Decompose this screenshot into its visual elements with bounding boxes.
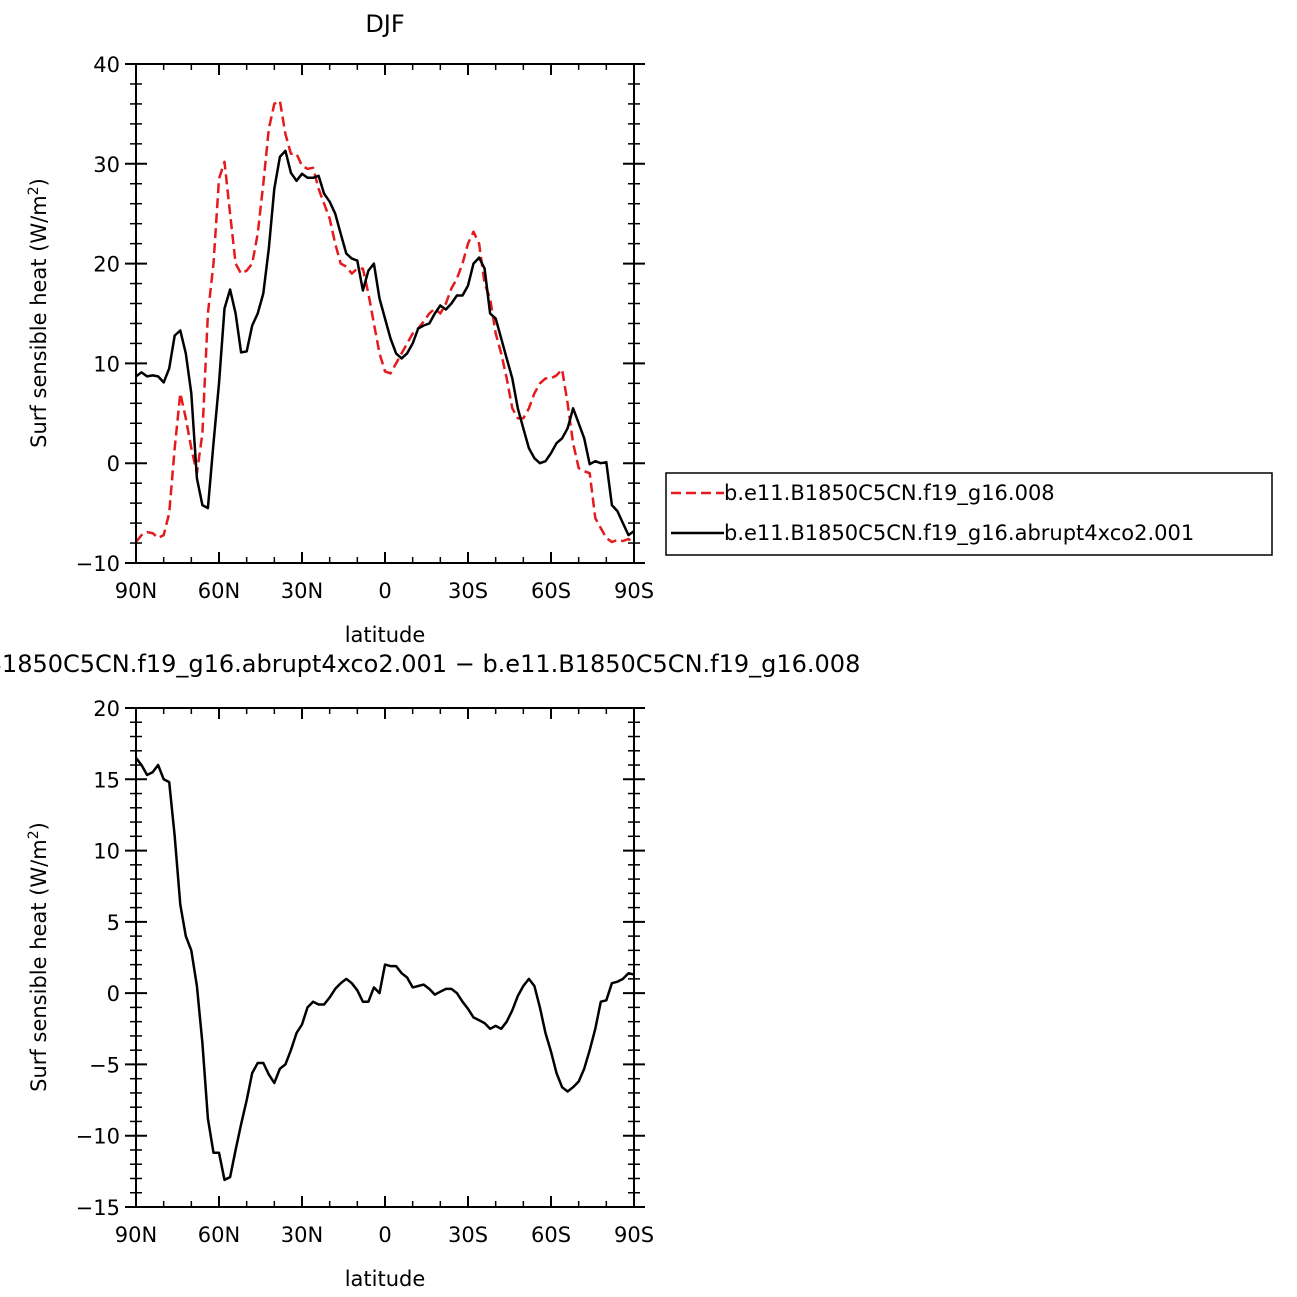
legend-label-abrupt4xco2: b.e11.B1850C5CN.f19_g16.abrupt4xco2.001 — [724, 521, 1194, 546]
top-y-axis-label: Surf sensible heat — [27, 258, 51, 447]
bottom-y-axis-title: Surf sensible heat (W/m2) — [26, 822, 51, 1092]
bottom-x-tick-label: 90N — [115, 1223, 157, 1247]
bottom-x-tick-labels: 90N 60N 30N 0 30S 60S 90S — [115, 1223, 654, 1247]
bottom-plot-frame — [135, 707, 635, 1208]
top-y-tick-label: 30 — [93, 153, 120, 177]
bottom-y-tick-labels: −15 −10 −5 0 5 10 15 20 — [76, 697, 120, 1220]
top-y-tick-label: 20 — [93, 253, 120, 277]
bottom-y-tick-label: −5 — [89, 1053, 120, 1077]
bottom-series-line-0 — [135, 757, 635, 1182]
top-x-tick-label: 0 — [378, 579, 391, 603]
top-series-lines — [135, 99, 635, 545]
bottom-y-axis-unit-sup: 2 — [26, 830, 42, 839]
top-x-tick-label: 90N — [115, 579, 157, 603]
bottom-x-axis-title: latitude — [345, 1267, 426, 1291]
top-series-line-0 — [135, 99, 635, 545]
top-chart-title: DJF — [365, 10, 404, 38]
top-y-axis-unit-sup: 2 — [26, 186, 42, 195]
bottom-y-tick-label: −10 — [76, 1125, 120, 1149]
top-y-axis-unit: W/m — [27, 195, 51, 243]
top-y-axis-title: Surf sensible heat (W/m2) — [26, 178, 51, 448]
bottom-y-tick-label: 5 — [107, 911, 120, 935]
top-x-tick-labels: 90N 60N 30N 0 30S 60S 90S — [115, 579, 654, 603]
top-y-tick-label: 40 — [93, 53, 120, 77]
top-x-tick-label: 90S — [614, 579, 654, 603]
bottom-x-tick-label: 90S — [614, 1223, 654, 1247]
bottom-x-tick-label: 60S — [531, 1223, 571, 1247]
bottom-y-tick-label: 20 — [93, 697, 120, 721]
top-y-tick-labels: −10 0 10 20 30 40 — [76, 53, 120, 576]
bottom-chart-title: b.e11.B1850C5CN.f19_g16.abrupt4xco2.001 … — [0, 650, 860, 678]
bottom-axis-ticks — [125, 707, 645, 1208]
bottom-series-lines — [135, 757, 635, 1182]
bottom-y-axis-label: Surf sensible heat — [27, 902, 51, 1091]
top-y-tick-label: 0 — [107, 452, 120, 476]
top-axis-ticks — [125, 63, 645, 564]
top-y-tick-label: 10 — [93, 352, 120, 376]
legend: b.e11.B1850C5CN.f19_g16.008 b.e11.B1850C… — [665, 472, 1273, 556]
legend-box — [665, 472, 1273, 556]
top-x-tick-label: 30N — [281, 579, 323, 603]
bottom-panel: b.e11.B1850C5CN.f19_g16.abrupt4xco2.001 … — [0, 650, 860, 1291]
bottom-y-tick-label: −15 — [76, 1196, 120, 1220]
bottom-y-axis-unit: W/m — [27, 839, 51, 887]
top-x-tick-label: 30S — [448, 579, 488, 603]
legend-label-control: b.e11.B1850C5CN.f19_g16.008 — [724, 481, 1055, 506]
top-plot-frame — [135, 63, 635, 564]
bottom-y-tick-label: 15 — [93, 768, 120, 792]
top-x-axis-title: latitude — [345, 623, 426, 647]
bottom-x-tick-label: 0 — [378, 1223, 391, 1247]
bottom-y-tick-label: 0 — [107, 982, 120, 1006]
bottom-x-tick-label: 30N — [281, 1223, 323, 1247]
bottom-x-tick-label: 30S — [448, 1223, 488, 1247]
top-series-line-1 — [135, 149, 635, 537]
top-y-tick-label: −10 — [76, 552, 120, 576]
top-x-tick-label: 60N — [198, 579, 240, 603]
bottom-x-tick-label: 60N — [198, 1223, 240, 1247]
top-panel: DJF 90N 60N 30N 0 30S 60S 90S −10 0 10 20 30 40 lat… — [26, 10, 1273, 647]
top-x-tick-label: 60S — [531, 579, 571, 603]
bottom-y-tick-label: 10 — [93, 840, 120, 864]
